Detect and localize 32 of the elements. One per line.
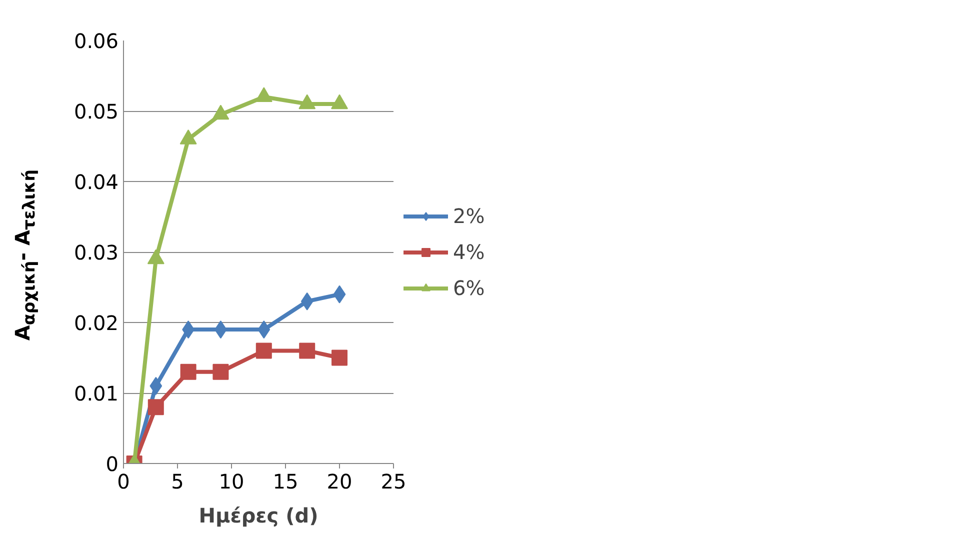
y-tick-label: 0.02 xyxy=(74,311,118,335)
point xyxy=(300,292,314,310)
point xyxy=(256,342,272,359)
y-tick-label: 0.01 xyxy=(74,382,118,406)
x-tick-label: 5 xyxy=(171,470,184,494)
point xyxy=(180,129,197,144)
point xyxy=(298,94,316,110)
point xyxy=(332,350,348,366)
legend-label: 6% xyxy=(453,276,485,300)
legend-label: 4% xyxy=(453,240,485,264)
y-tick-label: 0.05 xyxy=(74,100,118,124)
point xyxy=(255,87,272,102)
point xyxy=(147,249,164,264)
x-tick-label: 10 xyxy=(218,470,244,494)
x-tick-label: 20 xyxy=(326,470,352,494)
x-axis-title: Ημέρες (d) xyxy=(198,504,318,528)
point xyxy=(212,104,230,120)
point xyxy=(258,320,270,339)
y-tick-label: 0.04 xyxy=(74,170,118,194)
y-tick-label: 0.06 xyxy=(74,29,118,53)
y-tick-label: 0 xyxy=(106,452,119,476)
y-tick-label: 0.03 xyxy=(74,240,118,264)
point xyxy=(150,376,162,395)
point xyxy=(333,285,346,304)
point xyxy=(331,94,348,110)
point xyxy=(148,399,164,416)
point xyxy=(180,364,196,380)
point xyxy=(299,342,316,359)
point xyxy=(212,364,229,380)
x-tick-label: 15 xyxy=(272,470,298,494)
x-tick-label: 25 xyxy=(380,470,406,494)
legend-label: 2% xyxy=(453,204,485,228)
